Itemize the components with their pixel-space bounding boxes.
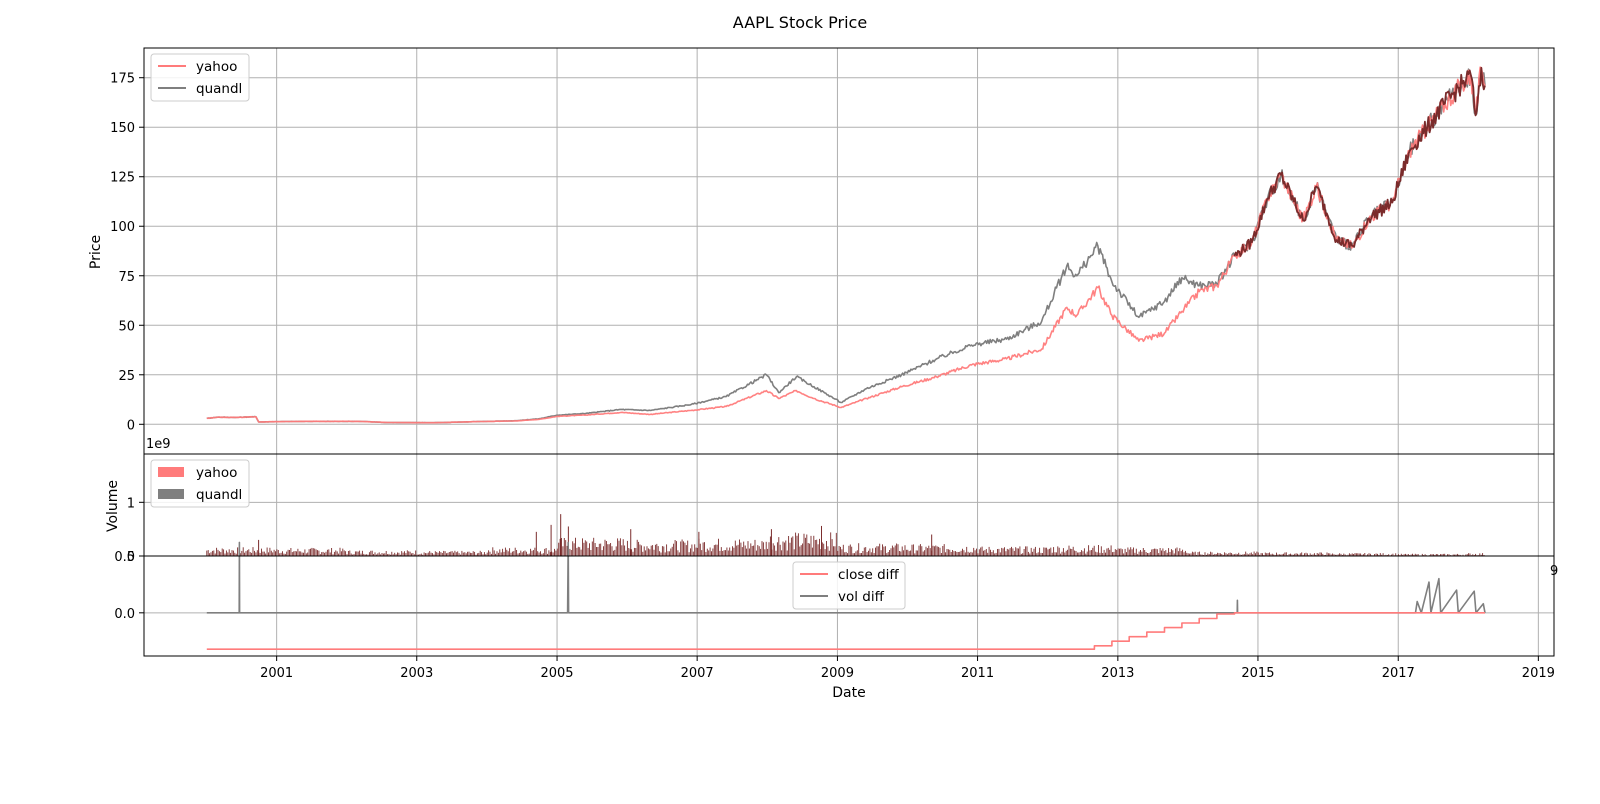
volume-y-axis-label: Volume: [105, 480, 121, 532]
volume-legend-label-yahoo: yahoo: [196, 465, 237, 481]
price-panel: 0 25 50 75 100 125 150 175 Price yahoo quandl: [88, 47, 1555, 455]
price-series-line-yahoo: [206, 66, 1486, 424]
x-tick-label: 2007: [681, 666, 714, 681]
volume-legend-swatch-yahoo: [158, 467, 184, 477]
diff-series-group: [206, 541, 1486, 650]
x-tick-label: 2019: [1522, 666, 1555, 681]
diff-y-tick-label: 0.0: [114, 607, 135, 622]
volume-legend: yahoo quandl: [150, 459, 250, 508]
price-y-tick-label: 0: [127, 418, 135, 433]
price-y-axis-label: Price: [88, 235, 104, 269]
diff-series-line-vol-diff: [206, 541, 1486, 614]
x-tick-label: 2005: [540, 666, 573, 681]
price-y-tick-label: 25: [118, 369, 135, 384]
volume-y-tick-label: 1: [127, 496, 135, 511]
price-y-tick-label: 100: [110, 220, 135, 235]
price-series-group: [206, 66, 1486, 424]
x-axis-label: Date: [832, 685, 865, 701]
price-series-line-overlap: [1233, 66, 1486, 257]
diff-series-line-close-diff: [206, 612, 1485, 650]
diff-legend: close diff vol diff: [792, 561, 906, 610]
volume-bars-group: [206, 514, 1485, 556]
x-tick-label: 2017: [1382, 666, 1415, 681]
diff-axes-frame: [143, 555, 1555, 657]
diff-y-tick-label: 0.5: [114, 550, 135, 565]
x-tick-label: 2009: [821, 666, 854, 681]
x-tick-label: 2003: [400, 666, 433, 681]
x-tick-label: 2015: [1241, 666, 1274, 681]
price-grid: [144, 48, 1554, 454]
price-legend-label-quandl: quandl: [196, 81, 242, 97]
chart-title: AAPL Stock Price: [733, 13, 867, 32]
price-y-ticks: 0 25 50 75 100 125 150 175: [110, 72, 144, 433]
price-y-tick-label: 150: [110, 121, 135, 136]
volume-legend-swatch-quandl: [158, 489, 184, 499]
diff-corner-text: 9: [1550, 564, 1558, 579]
x-tick-label: 2011: [961, 666, 994, 681]
diff-panel: 0.0 0.5 9 close diff vol diff: [114, 541, 1558, 657]
x-tick-label: 2001: [260, 666, 293, 681]
volume-offset-text: 1e9: [146, 437, 171, 452]
diff-legend-label-close-diff: close diff: [838, 567, 899, 583]
x-tick-label: 2013: [1101, 666, 1134, 681]
price-y-tick-label: 125: [110, 171, 135, 186]
price-y-tick-label: 75: [118, 270, 135, 285]
price-y-tick-label: 175: [110, 72, 135, 87]
price-y-tick-label: 50: [118, 319, 135, 334]
x-axis: 2001 2003 2005 2007 2009 2011 2013 2015 2017 2019: [260, 656, 1555, 681]
price-legend: yahoo quandl: [150, 53, 250, 102]
diff-y-ticks: 0.0 0.5: [114, 550, 144, 622]
diff-legend-label-vol-diff: vol diff: [838, 589, 885, 605]
volume-y-tick-label: 0: [127, 550, 135, 565]
volume-legend-label-quandl: quandl: [196, 487, 242, 503]
price-legend-label-yahoo: yahoo: [196, 59, 237, 75]
